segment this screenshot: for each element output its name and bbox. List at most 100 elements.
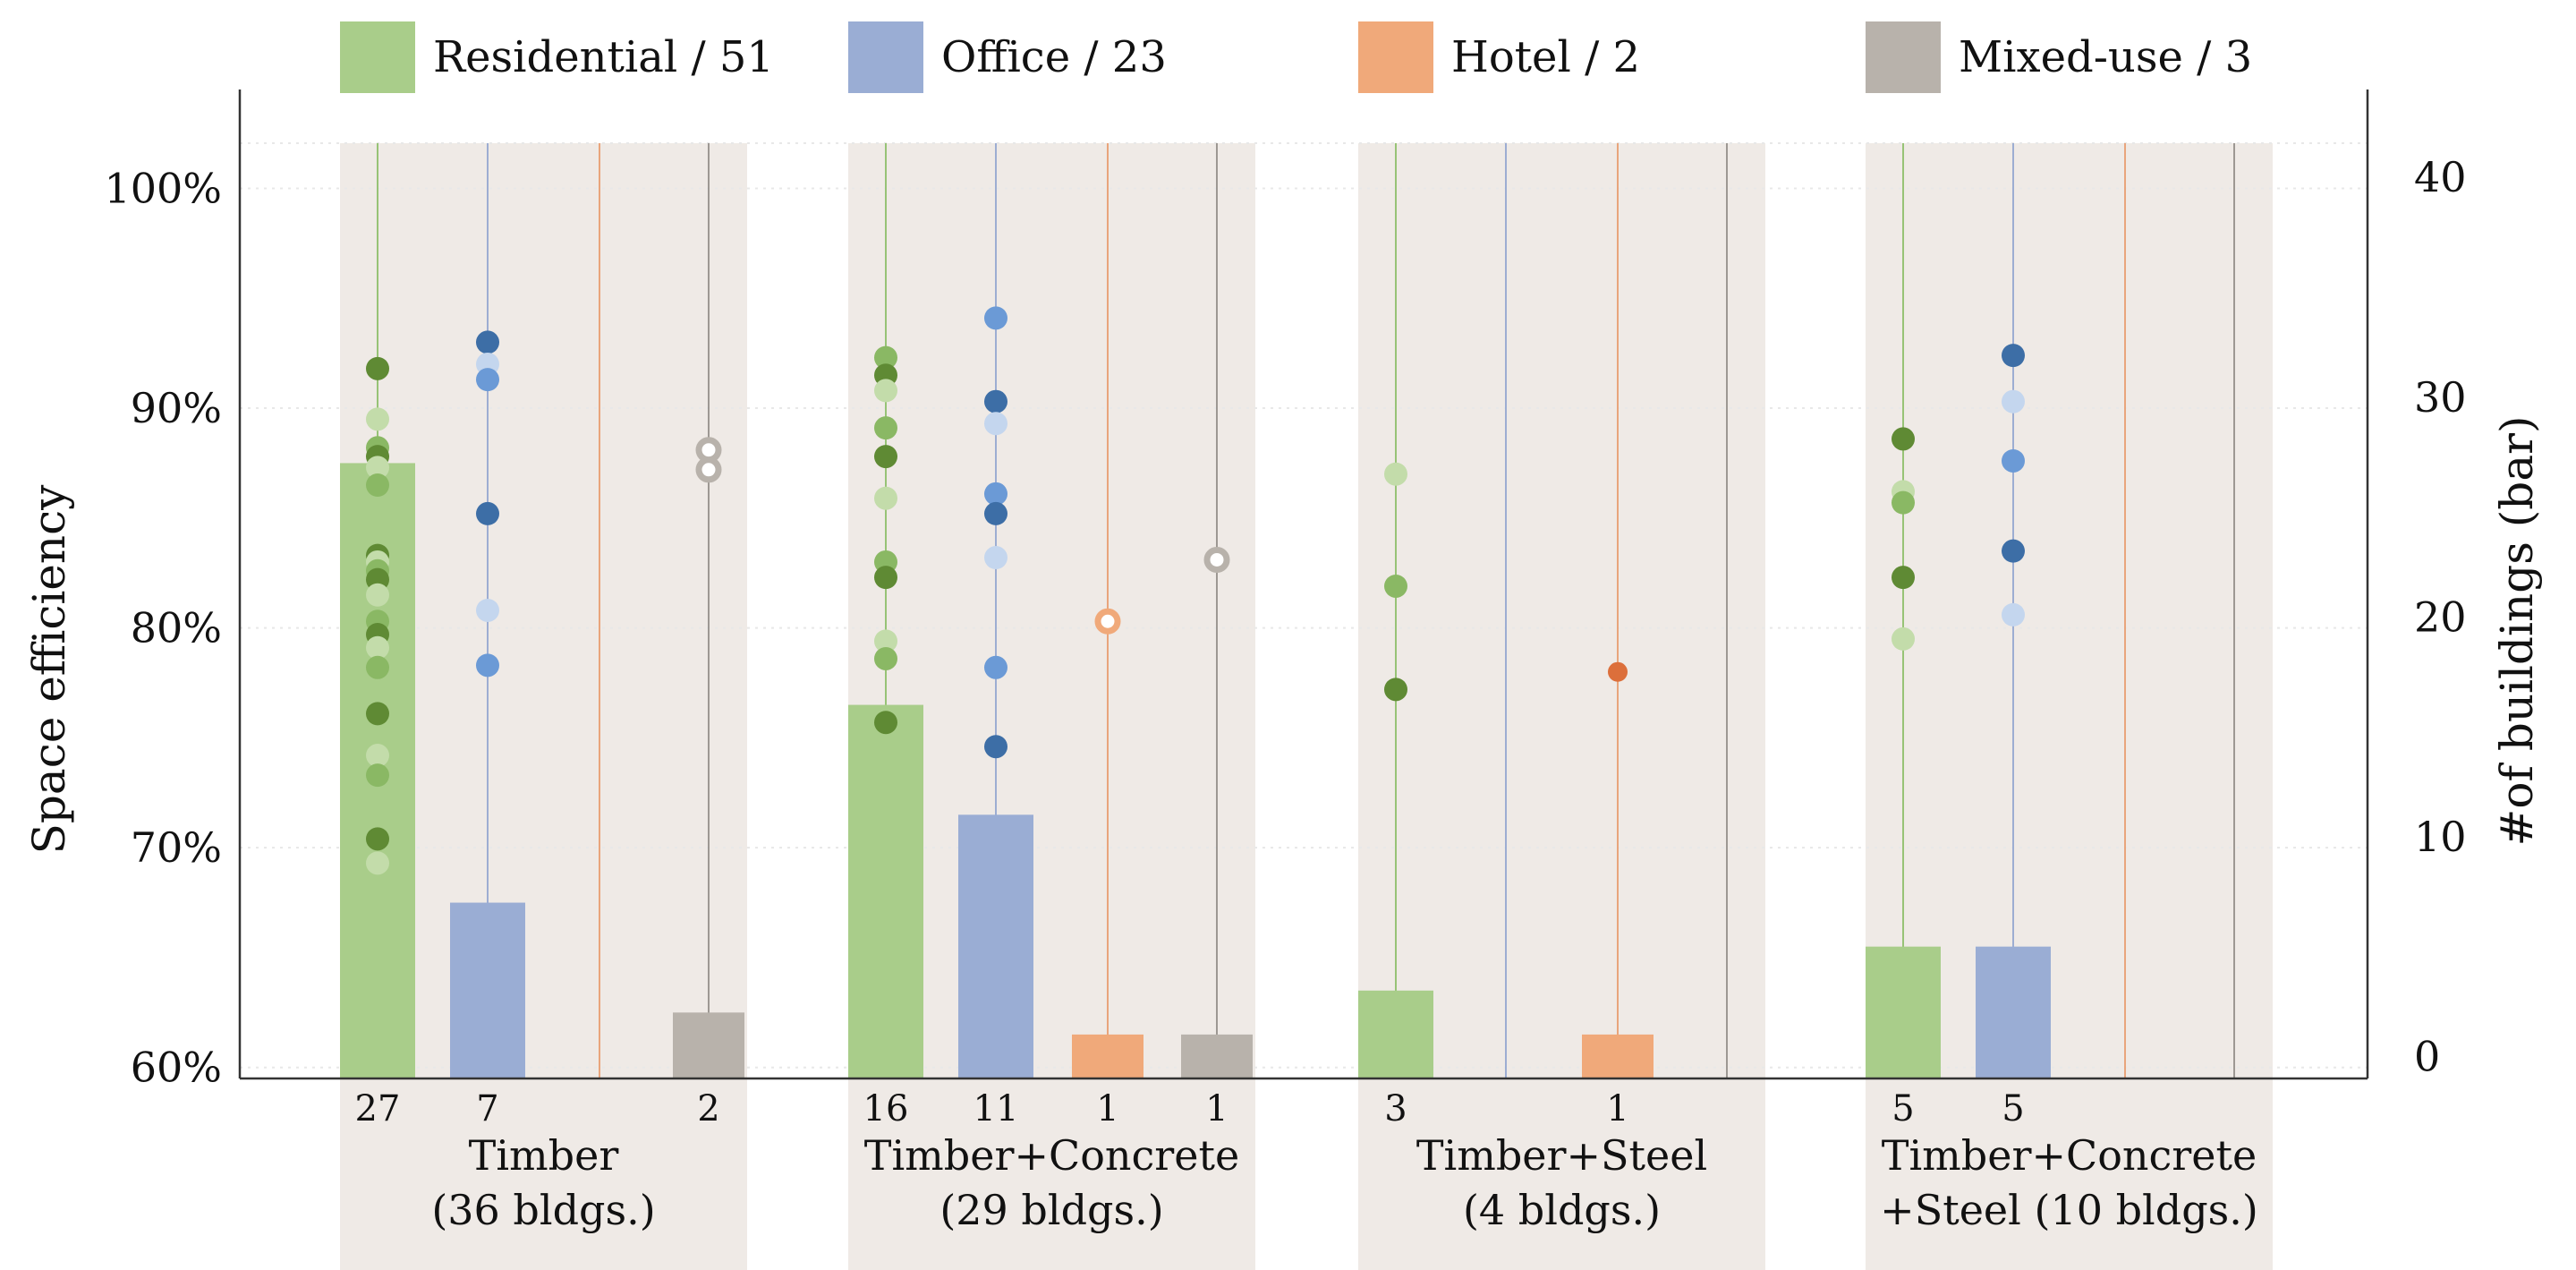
efficiency-dot bbox=[366, 407, 389, 431]
group-label: (4 bldgs.) bbox=[1463, 1186, 1661, 1234]
efficiency-dot bbox=[1892, 626, 1915, 651]
efficiency-dot bbox=[984, 412, 1007, 436]
legend-label: Residential / 51 bbox=[433, 32, 774, 82]
bar-count-label: 1 bbox=[1205, 1088, 1228, 1129]
bar-count-label: 3 bbox=[1384, 1088, 1407, 1129]
efficiency-dot bbox=[1892, 566, 1915, 590]
bar-residential bbox=[848, 704, 923, 1078]
efficiency-dots bbox=[366, 306, 2025, 875]
left-tick-label: 60% bbox=[131, 1044, 222, 1092]
bar-office bbox=[450, 902, 525, 1078]
legend-label: Mixed-use / 3 bbox=[1959, 32, 2252, 82]
group-panels bbox=[340, 143, 2273, 1270]
efficiency-dot bbox=[984, 735, 1007, 759]
efficiency-dot bbox=[366, 744, 389, 768]
efficiency-dot bbox=[366, 702, 389, 726]
efficiency-dot bbox=[984, 655, 1007, 679]
legend-swatch bbox=[340, 21, 415, 93]
bar-count-label: 5 bbox=[2002, 1088, 2024, 1129]
legend-swatch bbox=[1358, 21, 1433, 93]
efficiency-dot bbox=[476, 653, 499, 678]
efficiency-dot bbox=[2002, 389, 2025, 413]
group-label: Timber bbox=[469, 1131, 619, 1180]
left-tick-label: 80% bbox=[131, 604, 222, 652]
efficiency-dot bbox=[874, 416, 897, 440]
left-axis-title: Space efficiency bbox=[23, 484, 75, 854]
efficiency-dot bbox=[476, 501, 499, 525]
bar-count-label: 1 bbox=[1606, 1088, 1628, 1129]
bar-mixed bbox=[1181, 1034, 1253, 1078]
left-tick-label: 70% bbox=[131, 823, 222, 872]
bar-hotel bbox=[1072, 1034, 1143, 1078]
efficiency-dot bbox=[874, 646, 897, 670]
efficiency-dot bbox=[366, 655, 389, 679]
efficiency-dot bbox=[874, 566, 897, 590]
left-tick-label: 90% bbox=[131, 384, 222, 432]
efficiency-dot bbox=[476, 330, 499, 354]
efficiency-dot bbox=[2002, 448, 2025, 473]
efficiency-dot bbox=[476, 368, 499, 392]
right-axis-title: #of buildings (bar) bbox=[2491, 415, 2543, 846]
group-label: +Steel (10 bldgs.) bbox=[1880, 1186, 2258, 1234]
legend-swatch bbox=[848, 21, 923, 93]
bar-office bbox=[958, 814, 1033, 1078]
efficiency-dot bbox=[984, 389, 1007, 413]
efficiency-dot bbox=[984, 501, 1007, 525]
bar-count-label: 7 bbox=[476, 1088, 498, 1129]
efficiency-dot bbox=[1094, 608, 1121, 635]
efficiency-dot bbox=[366, 583, 389, 607]
efficiency-dot bbox=[366, 827, 389, 851]
bar-residential bbox=[1358, 990, 1433, 1078]
bar-count-label: 27 bbox=[355, 1088, 401, 1129]
efficiency-dot bbox=[1892, 427, 1915, 451]
bar-count-label: 11 bbox=[973, 1088, 1019, 1129]
group-panel bbox=[1866, 143, 2273, 1270]
group-label: (36 bldgs.) bbox=[431, 1186, 655, 1234]
right-tick-label: 40 bbox=[2414, 153, 2467, 201]
efficiency-dot bbox=[366, 473, 389, 497]
bar-count-label: 1 bbox=[1096, 1088, 1118, 1129]
bar-hotel bbox=[1582, 1034, 1654, 1078]
right-tick-label: 30 bbox=[2414, 373, 2467, 422]
legend-label: Office / 23 bbox=[941, 32, 1167, 82]
efficiency-dot bbox=[366, 763, 389, 788]
group-label: (29 bldgs.) bbox=[939, 1186, 1163, 1234]
efficiency-dot bbox=[1384, 574, 1407, 598]
efficiency-dot bbox=[2002, 539, 2025, 563]
efficiency-dot bbox=[1892, 490, 1915, 515]
efficiency-dot bbox=[874, 711, 897, 735]
bar-count-label: 2 bbox=[697, 1088, 719, 1129]
bar-residential bbox=[1866, 946, 1941, 1078]
efficiency-dot bbox=[984, 546, 1007, 570]
efficiency-dot bbox=[874, 379, 897, 403]
efficiency-dot bbox=[695, 456, 722, 483]
group-panel bbox=[1358, 143, 1765, 1270]
efficiency-dot bbox=[1384, 678, 1407, 702]
right-tick-label: 0 bbox=[2414, 1032, 2440, 1080]
efficiency-dot bbox=[984, 482, 1007, 506]
group-label: Timber+Steel bbox=[1416, 1131, 1707, 1180]
efficiency-dot bbox=[366, 851, 389, 875]
efficiency-dot bbox=[874, 486, 897, 510]
left-tick-label: 100% bbox=[104, 165, 222, 213]
efficiency-dot bbox=[1608, 661, 1628, 682]
legend-label: Hotel / 2 bbox=[1451, 32, 1640, 82]
efficiency-dot bbox=[476, 598, 499, 622]
efficiency-dot bbox=[1384, 462, 1407, 486]
group-label: Timber+Concrete bbox=[1882, 1131, 2257, 1180]
bar-office bbox=[1976, 946, 2051, 1078]
bar-mixed bbox=[673, 1012, 744, 1078]
bar-count-label: 5 bbox=[1892, 1088, 1914, 1129]
efficiency-dot bbox=[1203, 546, 1230, 573]
efficiency-dot bbox=[2002, 602, 2025, 626]
efficiency-dot bbox=[366, 635, 389, 660]
efficiency-dot bbox=[366, 456, 389, 480]
right-tick-label: 10 bbox=[2414, 813, 2467, 861]
group-label: Timber+Concrete bbox=[864, 1131, 1239, 1180]
legend-swatch bbox=[1866, 21, 1941, 93]
efficiency-dot bbox=[2002, 344, 2025, 368]
bar-count-label: 16 bbox=[863, 1088, 909, 1129]
legend: Residential / 51 Office / 23 Hotel / 2 Mixe… bbox=[340, 21, 2252, 93]
axes bbox=[238, 89, 2369, 1080]
